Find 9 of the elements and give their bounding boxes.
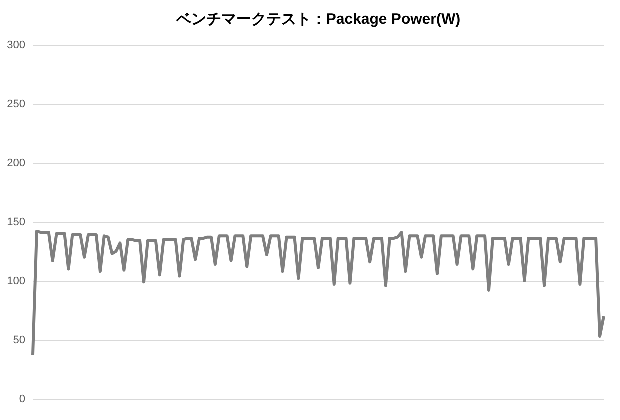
y-tick-label: 200 [7,158,26,170]
y-tick-label: 0 [19,394,26,406]
y-tick-label: 250 [7,98,26,110]
y-tick-label: 300 [7,40,26,52]
y-tick-label: 50 [13,334,26,346]
chart-title: ベンチマークテスト：Package Power(W) [175,11,461,28]
y-tick-label: 150 [7,216,26,228]
y-tick-label: 100 [7,276,26,288]
line-series [32,230,606,357]
